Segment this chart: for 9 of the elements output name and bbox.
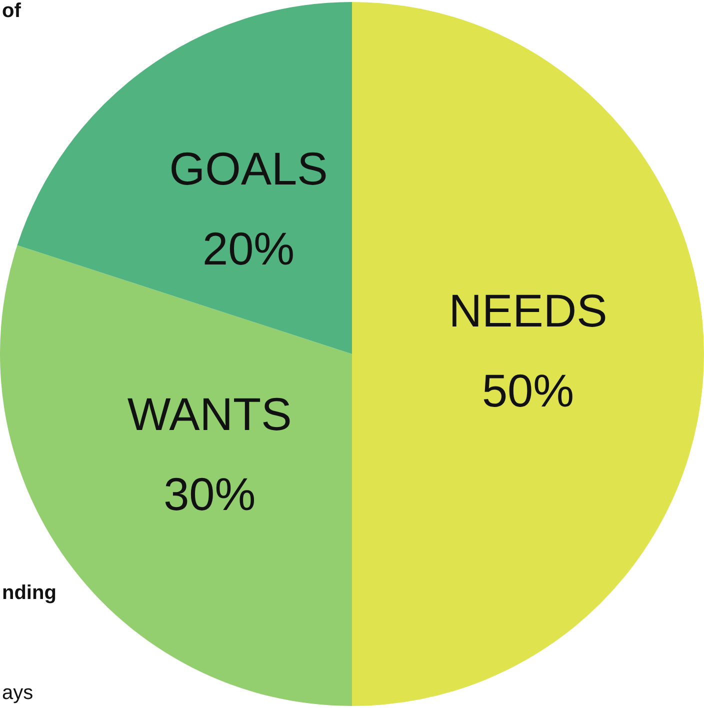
slice-label: NEEDS bbox=[448, 284, 608, 337]
text: nding bbox=[2, 582, 56, 605]
data-label: 30% bbox=[164, 468, 256, 520]
text: of bbox=[2, 0, 21, 23]
data-label: 20% bbox=[202, 222, 295, 274]
slice-label: WANTS bbox=[127, 388, 292, 440]
data-label: 50% bbox=[482, 364, 574, 417]
text: ays bbox=[2, 682, 34, 705]
slice-label: GOALS bbox=[169, 142, 328, 194]
